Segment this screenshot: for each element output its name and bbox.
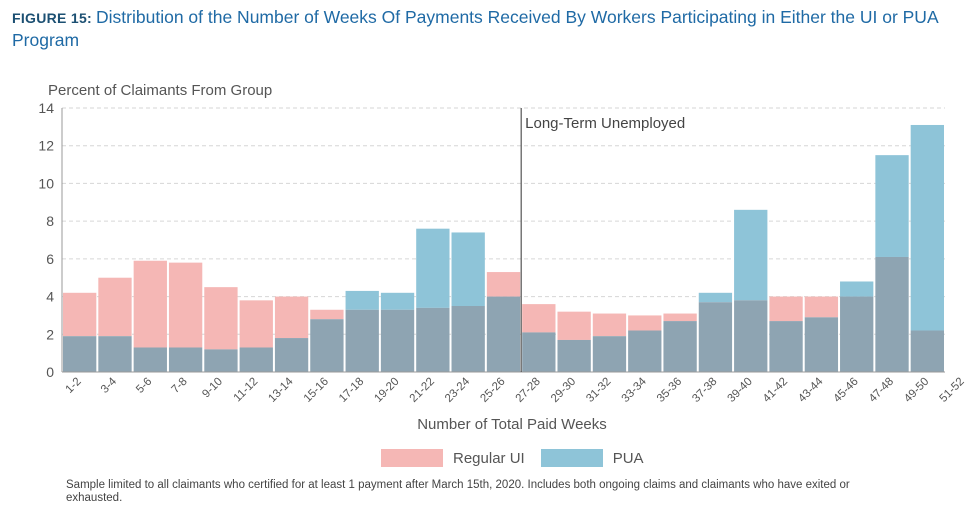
bar-regular-ui-29-30: [557, 311, 591, 340]
x-tick-label-21-22: 21-22: [408, 376, 437, 405]
bar-regular-ui-31-32: [592, 313, 627, 337]
bar-pua-45-46: [840, 281, 874, 297]
y-tick-label-12: 12: [38, 138, 54, 154]
bar-overlap-21-22: [416, 307, 450, 372]
bar-overlap-29-30: [557, 339, 591, 372]
bar-pua-21-22: [416, 228, 450, 308]
bar-pua-47-48: [875, 155, 909, 257]
x-tick-label-1-2: 1-2: [64, 376, 84, 396]
legend-swatch-pua: [540, 449, 603, 467]
y-tick-label-8: 8: [46, 213, 54, 229]
bar-regular-ui-25-26: [486, 272, 521, 297]
long-term-unemployed-label: Long-Term Unemployed: [525, 115, 685, 132]
x-tick-label-39-40: 39-40: [726, 376, 755, 405]
bar-overlap-43-44: [804, 317, 839, 372]
bar-regular-ui-11-12: [239, 300, 273, 348]
bar-overlap-13-14: [274, 338, 309, 372]
x-tick-label-47-48: 47-48: [867, 376, 896, 405]
bar-regular-ui-27-28: [522, 304, 556, 333]
bar-pua-23-24: [451, 232, 485, 306]
y-tick-label-0: 0: [46, 364, 54, 380]
bar-pua-37-38: [698, 292, 733, 303]
bar-overlap-49-50: [910, 330, 944, 372]
x-tick-label-37-38: 37-38: [690, 376, 719, 405]
x-tick-label-5-6: 5-6: [134, 376, 154, 396]
footnote: Sample limited to all claimants who cert…: [66, 479, 850, 504]
bar-regular-ui-1-2: [63, 292, 97, 337]
x-tick-label-41-42: 41-42: [761, 376, 790, 405]
bar-regular-ui-7-8: [168, 262, 203, 348]
x-tick-label-49-50: 49-50: [902, 376, 931, 405]
bar-overlap-39-40: [734, 300, 768, 372]
y-tick-label-10: 10: [38, 175, 54, 191]
bar-overlap-7-8: [168, 347, 203, 372]
bar-overlap-5-6: [133, 347, 167, 372]
x-axis-label: Number of Total Paid Weeks: [417, 416, 607, 433]
bar-overlap-33-34: [628, 330, 662, 372]
bar-overlap-47-48: [875, 256, 909, 372]
legend-label-pua: PUA: [612, 449, 644, 467]
x-tick-label-51-52: 51-52: [937, 376, 966, 405]
figure-title: FIGURE 15: Distribution of the Number of …: [12, 6, 967, 51]
x-tick-label-23-24: 23-24: [443, 375, 473, 405]
bar-overlap-27-28: [522, 332, 556, 372]
x-tick-label-19-20: 19-20: [372, 376, 401, 405]
x-tick-label-13-14: 13-14: [266, 375, 296, 405]
bar-overlap-15-16: [310, 319, 344, 372]
figure-title-text: Distribution of the Number of Weeks Of P…: [12, 7, 938, 50]
bar-overlap-37-38: [698, 302, 733, 372]
bar-regular-ui-41-42: [769, 296, 803, 322]
y-tick-label-6: 6: [46, 251, 54, 267]
x-tick-label-9-10: 9-10: [200, 376, 225, 401]
y-tick-label-4: 4: [46, 289, 54, 305]
legend-item-regular-ui: Regular UI: [381, 449, 525, 467]
x-tick-label-33-34: 33-34: [620, 375, 650, 405]
bar-regular-ui-3-4: [98, 277, 132, 337]
legend-label-regular-ui: Regular UI: [453, 449, 525, 467]
bar-overlap-3-4: [98, 336, 132, 372]
bar-overlap-19-20: [380, 309, 415, 372]
x-tick-label-35-36: 35-36: [655, 376, 684, 405]
x-tick-label-25-26: 25-26: [478, 376, 507, 405]
bar-overlap-25-26: [486, 296, 521, 372]
legend-swatch-regular-ui: [381, 449, 443, 467]
x-tick-label-45-46: 45-46: [832, 376, 861, 405]
bar-overlap-11-12: [239, 347, 273, 372]
y-tick-label-14: 14: [38, 100, 54, 116]
x-tick-label-15-16: 15-16: [302, 376, 331, 405]
bar-pua-39-40: [734, 209, 768, 301]
legend: Regular UI PUA: [381, 449, 660, 467]
bar-regular-ui-33-34: [628, 315, 662, 331]
bar-overlap-35-36: [663, 321, 697, 372]
bar-chart: 0 2 4 6 8 10 12 14 1-2 3-4 5-6 7-8 9-10 11-12 13-14 15-…: [38, 100, 966, 405]
bar-regular-ui-43-44: [804, 296, 839, 318]
bar-overlap-45-46: [840, 296, 874, 372]
bar-pua-17-18: [345, 290, 379, 310]
bar-pua-49-50: [910, 124, 944, 331]
bar-regular-ui-5-6: [133, 260, 167, 348]
x-tick-label-43-44: 43-44: [796, 375, 826, 405]
bar-overlap-9-10: [204, 349, 238, 372]
bar-regular-ui-9-10: [204, 287, 238, 350]
bar-pua-19-20: [380, 292, 415, 310]
figure-label: FIGURE 15:: [12, 10, 93, 26]
legend-item-pua: PUA: [540, 449, 644, 467]
bar-overlap-17-18: [345, 309, 379, 372]
y-tick-label-2: 2: [46, 326, 54, 342]
x-tick-label-7-8: 7-8: [170, 376, 190, 396]
x-tick-label-3-4: 3-4: [99, 375, 120, 396]
bar-overlap-23-24: [451, 306, 485, 372]
x-tick-label-27-28: 27-28: [514, 376, 543, 405]
x-tick-label-11-12: 11-12: [232, 376, 261, 405]
bar-regular-ui-35-36: [663, 313, 697, 322]
bar-regular-ui-13-14: [274, 296, 309, 339]
x-tick-label-29-30: 29-30: [549, 376, 578, 405]
x-tick-label-17-18: 17-18: [337, 376, 366, 405]
x-tick-label-31-32: 31-32: [584, 376, 613, 405]
y-axis-label: Percent of Claimants From Group: [48, 82, 273, 99]
bar-overlap-41-42: [769, 321, 803, 372]
bar-regular-ui-15-16: [310, 309, 344, 320]
bar-overlap-1-2: [63, 336, 97, 372]
bar-overlap-31-32: [592, 336, 627, 372]
